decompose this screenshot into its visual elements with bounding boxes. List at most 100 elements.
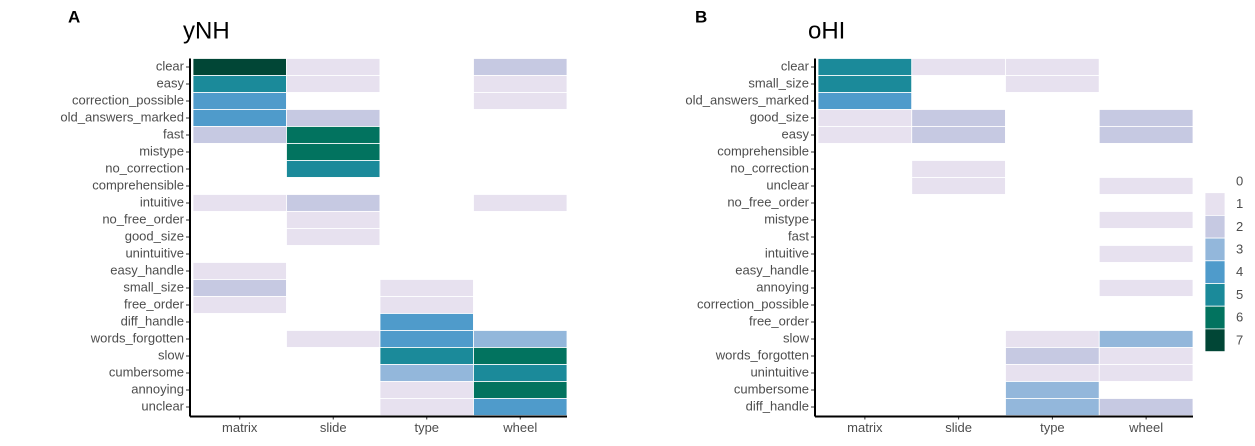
heat-cell bbox=[1098, 347, 1194, 365]
y-tick-label: good_size bbox=[750, 109, 809, 124]
heat-cell bbox=[286, 330, 381, 348]
y-tick-label: correction_possible bbox=[72, 92, 184, 107]
heat-cell bbox=[192, 228, 287, 246]
heat-cell bbox=[911, 398, 1006, 416]
x-tick-label: slide bbox=[945, 420, 972, 435]
heat-cell bbox=[286, 177, 381, 195]
legend-label: 3 bbox=[1236, 242, 1243, 257]
heat-cell bbox=[379, 381, 474, 399]
heat-cell bbox=[1005, 279, 1100, 297]
heat-cell bbox=[286, 75, 381, 93]
heat-cell bbox=[192, 194, 287, 212]
heat-cell bbox=[1005, 194, 1100, 212]
heat-cell bbox=[286, 398, 381, 416]
heat-cell bbox=[1005, 126, 1100, 144]
legend-key bbox=[1204, 214, 1226, 239]
heat-cell bbox=[473, 313, 568, 331]
heat-cell bbox=[911, 245, 1006, 263]
heat-cell bbox=[817, 245, 913, 263]
legend-label: 5 bbox=[1236, 287, 1243, 302]
heat-cell bbox=[286, 160, 381, 178]
heat-cell bbox=[911, 228, 1006, 246]
y-tick-label: fast bbox=[163, 126, 184, 141]
y-tick-label: small_size bbox=[123, 279, 184, 294]
x-tick-label: wheel bbox=[502, 420, 537, 435]
y-tick-label: unintuitive bbox=[750, 364, 809, 379]
heat-cell bbox=[1098, 364, 1194, 382]
y-tick-label: mistype bbox=[139, 143, 184, 158]
y-tick-label: unclear bbox=[766, 177, 809, 192]
heat-cell bbox=[473, 75, 568, 93]
y-tick-label: unclear bbox=[141, 398, 184, 413]
heat-cell bbox=[1098, 330, 1194, 348]
legend-key bbox=[1204, 260, 1226, 284]
heat-cell bbox=[911, 75, 1006, 93]
heat-cell bbox=[1098, 194, 1194, 212]
panel-label: A bbox=[68, 7, 80, 26]
heat-cell bbox=[1005, 75, 1100, 93]
y-tick-label: easy bbox=[782, 126, 810, 141]
y-tick-label: comprehensible bbox=[92, 177, 184, 192]
heat-cell bbox=[911, 143, 1006, 161]
heat-cell bbox=[286, 381, 381, 399]
heat-cell bbox=[379, 126, 474, 144]
y-tick-label: words_forgotten bbox=[90, 330, 184, 345]
heat-cell bbox=[473, 194, 568, 212]
heat-cell bbox=[192, 330, 287, 348]
legend-key bbox=[1204, 305, 1226, 330]
heat-cell bbox=[286, 296, 381, 314]
heat-cell bbox=[473, 398, 568, 416]
y-tick-label: easy_handle bbox=[735, 262, 809, 277]
x-tick-label: type bbox=[1040, 420, 1065, 435]
heat-cell bbox=[911, 381, 1006, 399]
legend-label: 7 bbox=[1236, 332, 1243, 347]
heat-cell bbox=[379, 364, 474, 382]
legend-label: 6 bbox=[1236, 310, 1243, 325]
heat-cell bbox=[379, 109, 474, 127]
heat-cell bbox=[379, 262, 474, 280]
heat-cell bbox=[192, 143, 287, 161]
heat-cell bbox=[379, 160, 474, 178]
heat-cell bbox=[192, 92, 287, 110]
heat-cell bbox=[286, 58, 381, 76]
heat-cell bbox=[1005, 381, 1100, 399]
heat-cell bbox=[379, 347, 474, 365]
y-tick-label: old_answers_marked bbox=[685, 92, 809, 107]
heat-cell bbox=[192, 177, 287, 195]
heat-cell bbox=[192, 364, 287, 382]
heat-cell bbox=[379, 313, 474, 331]
heat-cell bbox=[192, 398, 287, 416]
heat-cell bbox=[911, 211, 1006, 229]
heat-cell bbox=[379, 75, 474, 93]
legend-key bbox=[1204, 283, 1226, 307]
legend-label: 0 bbox=[1236, 173, 1243, 188]
x-tick-label: matrix bbox=[222, 420, 258, 435]
legend-label: 1 bbox=[1236, 196, 1243, 211]
heat-cell bbox=[286, 347, 381, 365]
heat-cell bbox=[473, 126, 568, 144]
heat-cell bbox=[1005, 58, 1100, 76]
heat-cell bbox=[192, 262, 287, 280]
heat-cell bbox=[286, 364, 381, 382]
heat-cell bbox=[817, 126, 913, 144]
heat-cell bbox=[1005, 92, 1100, 110]
heat-cell bbox=[1005, 262, 1100, 280]
heat-cell bbox=[817, 262, 913, 280]
heat-cell bbox=[286, 126, 381, 144]
heat-cell bbox=[379, 330, 474, 348]
heat-cell bbox=[911, 126, 1006, 144]
heat-cell bbox=[817, 347, 913, 365]
heat-cell bbox=[1098, 160, 1194, 178]
heat-cell bbox=[192, 381, 287, 399]
heat-cell bbox=[379, 177, 474, 195]
heat-cell bbox=[817, 330, 913, 348]
heat-cell bbox=[817, 58, 913, 76]
heat-cell bbox=[192, 75, 287, 93]
heat-cell bbox=[379, 92, 474, 110]
heat-cell bbox=[473, 160, 568, 178]
heat-cell bbox=[192, 279, 287, 297]
heat-cell bbox=[817, 177, 913, 195]
heat-cell bbox=[1098, 228, 1194, 246]
y-tick-label: clear bbox=[781, 58, 810, 73]
heat-cell bbox=[817, 194, 913, 212]
